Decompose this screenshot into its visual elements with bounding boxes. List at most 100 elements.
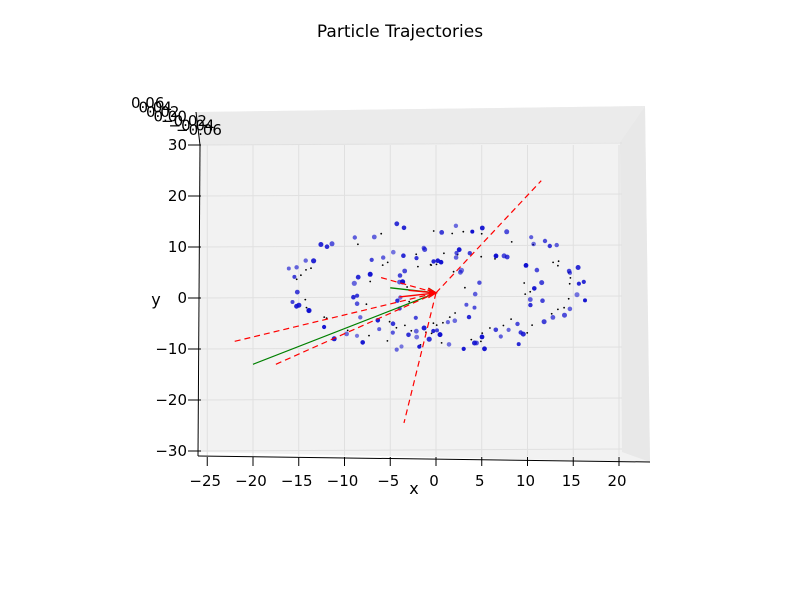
particle-point <box>540 298 545 304</box>
particle-point <box>479 334 485 340</box>
trail-point <box>443 252 445 255</box>
red-dashed-line <box>435 180 542 294</box>
particle-point <box>493 253 499 259</box>
trail-point <box>451 232 454 235</box>
x-tick-label: −5 <box>377 472 399 490</box>
trajectory-lines <box>234 180 542 424</box>
trail-point <box>415 253 418 256</box>
x-tick-label: 0 <box>429 472 439 490</box>
z-axis-line <box>195 111 201 146</box>
particle-point <box>306 308 311 313</box>
particle-point <box>479 225 485 231</box>
x-tick-label: −15 <box>281 472 313 490</box>
particle-point <box>318 242 324 247</box>
y-axis-line <box>197 144 201 457</box>
particle-point <box>413 328 419 334</box>
particle-point <box>381 255 386 260</box>
arrow-shaft <box>408 289 437 294</box>
trail-point <box>406 286 408 288</box>
particle-point <box>292 274 297 279</box>
particle-point <box>452 318 458 324</box>
particle-point <box>401 225 407 231</box>
particle-point <box>390 330 395 335</box>
y-grid-line <box>199 295 623 299</box>
trail-point <box>440 342 443 344</box>
particle-point <box>504 229 510 235</box>
trail-point <box>305 306 308 309</box>
x-tick-label: −10 <box>327 472 359 490</box>
particle-point <box>344 331 349 337</box>
y-axis-ticks: −30 −20 −10 0 10 20 30 <box>155 136 201 460</box>
particle-point <box>399 344 404 349</box>
particle-point <box>394 347 399 352</box>
trail-point <box>323 316 326 318</box>
chart-title: Particle Trajectories <box>316 22 484 42</box>
particle-point <box>371 234 377 240</box>
particle-point <box>458 267 465 273</box>
trail-point <box>435 263 438 266</box>
trail-point <box>452 270 455 273</box>
particle-point <box>406 332 411 338</box>
trail-point <box>365 303 368 306</box>
z-tick-label: −0.02 <box>161 112 207 130</box>
particle-point <box>394 221 400 227</box>
particle-point <box>498 334 503 339</box>
particle-point <box>402 268 408 274</box>
trail-point <box>408 300 411 303</box>
particle-point <box>520 331 526 337</box>
trail-point <box>557 308 559 311</box>
trail-point <box>462 230 465 233</box>
trail-point <box>557 260 560 263</box>
particle-point <box>523 263 529 268</box>
particle-point <box>529 235 534 240</box>
particle-point <box>413 315 418 320</box>
particle-point <box>355 274 361 280</box>
particle-point <box>358 315 363 320</box>
particle-point <box>482 346 487 352</box>
particle-point <box>470 229 475 234</box>
particle-point <box>311 258 317 264</box>
particle-point <box>547 243 552 249</box>
particle-point <box>397 273 403 278</box>
trail-point <box>410 329 413 332</box>
particle-point <box>454 250 459 256</box>
trail-point <box>395 326 398 329</box>
trail-point <box>550 312 553 315</box>
particle-point <box>575 265 581 270</box>
particle-point <box>324 244 330 249</box>
trail-point <box>430 332 433 335</box>
trail-point <box>481 332 484 334</box>
particle-point <box>566 268 572 274</box>
particle-point <box>542 238 548 244</box>
particle-point <box>464 302 469 307</box>
particle-points <box>286 221 587 352</box>
trail-point <box>386 261 389 264</box>
x-tick-label: 5 <box>475 472 485 490</box>
trail-point <box>380 232 383 235</box>
trail-point <box>295 278 298 281</box>
trail-point <box>381 264 384 266</box>
y-grid-line <box>199 397 623 401</box>
trail-point <box>310 267 312 270</box>
back-pane <box>200 106 650 462</box>
particle-point <box>554 242 559 248</box>
trail-point <box>494 258 496 260</box>
x-tick-label: −25 <box>189 472 221 490</box>
particle-point <box>541 319 547 325</box>
particle-point <box>461 346 466 351</box>
arrow-shaft <box>399 292 437 298</box>
z-tick-label: 0.00 <box>154 108 187 126</box>
green-trajectory-line <box>252 292 437 365</box>
particle-point <box>351 294 356 300</box>
z-tick-label: 0.06 <box>131 94 164 112</box>
particle-point <box>516 342 521 347</box>
particle-point <box>294 289 300 295</box>
particle-point <box>417 344 422 349</box>
y-tick-label: −10 <box>155 340 187 358</box>
trail-point <box>524 293 527 295</box>
trail-point <box>417 265 419 268</box>
particle-point <box>431 259 436 264</box>
particle-point <box>534 267 540 273</box>
trail-point <box>464 286 466 289</box>
particle-point <box>506 327 511 332</box>
